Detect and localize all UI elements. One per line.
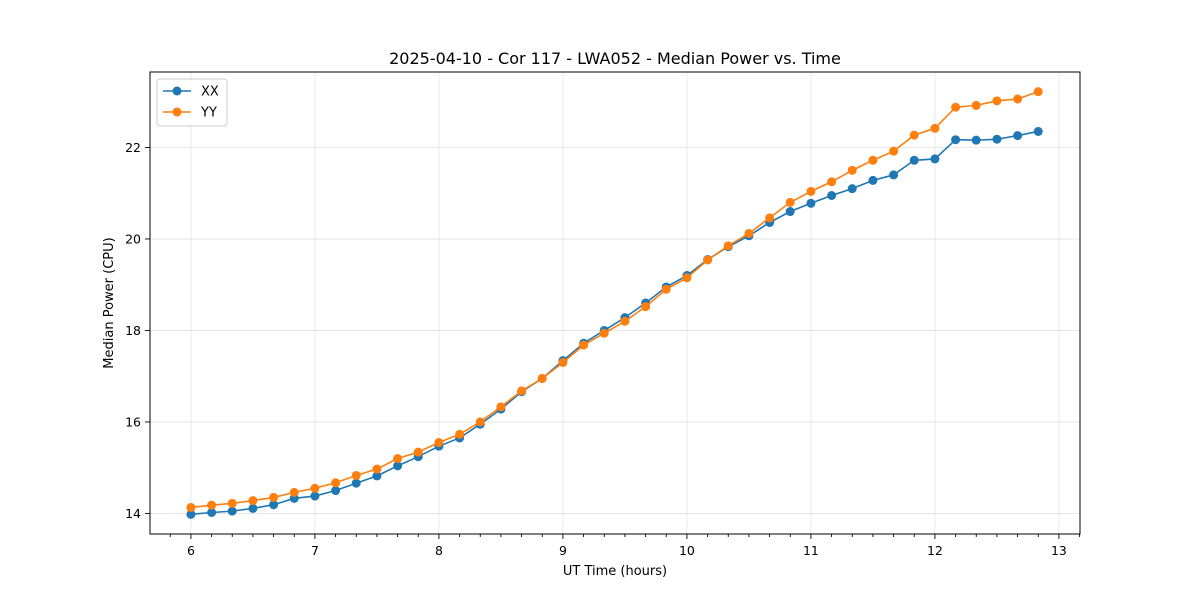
data-point-yy (930, 123, 940, 133)
data-point-yy (186, 502, 196, 512)
data-point-yy (558, 357, 568, 367)
data-point-xx (806, 198, 816, 208)
data-point-yy (413, 447, 423, 457)
data-point-yy (455, 429, 465, 439)
data-point-yy (682, 273, 692, 283)
data-point-xx (847, 184, 857, 194)
x-tick-label: 13 (1051, 543, 1067, 558)
data-point-yy (475, 417, 485, 427)
data-point-xx (1013, 131, 1023, 141)
data-point-yy (620, 316, 630, 326)
data-point-xx (930, 154, 940, 164)
data-point-yy (785, 197, 795, 207)
data-point-yy (227, 498, 237, 508)
axes-ticks: 6 7 8 9 10 11 12 13 14 16 18 20 22 (125, 140, 1081, 558)
data-point-yy (1033, 87, 1043, 97)
series-line-yy (190, 90, 1039, 509)
data-point-yy (351, 470, 361, 480)
grid (150, 72, 1080, 534)
series-layer (186, 87, 1043, 519)
x-tick-label: 6 (187, 543, 195, 558)
data-point-yy (847, 165, 857, 175)
data-point-yy (744, 228, 754, 238)
data-point-yy (703, 255, 713, 265)
data-point-yy (496, 402, 506, 412)
data-point-yy (951, 102, 961, 112)
data-point-xx (227, 506, 237, 516)
data-point-xx (1033, 126, 1043, 136)
y-tick-label: 20 (125, 231, 141, 246)
data-point-yy (909, 130, 919, 140)
data-point-xx (868, 175, 878, 185)
data-point-xx (951, 135, 961, 145)
data-point-xx (269, 500, 279, 510)
data-point-yy (393, 454, 403, 464)
legend-swatch-marker (172, 86, 182, 96)
data-point-xx (827, 191, 837, 201)
plot-frame (149, 71, 1081, 535)
data-point-yy (269, 492, 279, 502)
data-point-yy (765, 213, 775, 223)
x-tick-label: 12 (927, 543, 943, 558)
x-tick-label: 10 (679, 543, 695, 558)
data-point-yy (331, 478, 341, 488)
data-point-yy (641, 302, 651, 312)
legend-label: XX (201, 85, 219, 100)
data-point-xx (971, 135, 981, 145)
data-point-xx (393, 461, 403, 471)
data-point-yy (434, 438, 444, 448)
data-point-xx (992, 134, 1002, 144)
data-point-yy (579, 340, 589, 350)
x-tick-label: 9 (559, 543, 567, 558)
x-tick-label: 11 (803, 543, 819, 558)
series-line-xx (190, 130, 1039, 516)
legend-entry-xx: XX (163, 85, 219, 100)
data-point-yy (1013, 94, 1023, 104)
x-tick-label: 7 (311, 543, 319, 558)
legend-entry-yy: YY (163, 106, 217, 121)
data-point-yy (971, 100, 981, 110)
data-point-yy (537, 373, 547, 383)
x-tick-label: 8 (435, 543, 443, 558)
data-point-xx (372, 471, 382, 481)
data-point-xx (351, 478, 361, 488)
legend: XX YY (156, 78, 228, 127)
y-tick-label: 14 (125, 506, 141, 521)
data-point-yy (207, 500, 217, 510)
data-point-yy (289, 487, 299, 497)
x-axis-label: UT Time (hours) (563, 564, 667, 579)
data-point-yy (248, 496, 258, 506)
y-tick-label: 16 (125, 414, 141, 429)
data-point-yy (661, 284, 671, 294)
y-axis-label: Median Power (CPU) (102, 237, 117, 368)
legend-swatch-marker (172, 107, 182, 117)
data-point-yy (310, 483, 320, 493)
legend-label: YY (200, 106, 217, 121)
y-tick-label: 22 (125, 140, 141, 155)
data-point-yy (992, 96, 1002, 106)
y-tick-label: 18 (125, 323, 141, 338)
data-point-yy (372, 464, 382, 474)
data-point-yy (868, 155, 878, 165)
data-point-xx (248, 503, 258, 513)
data-point-xx (207, 508, 217, 518)
data-point-yy (599, 328, 609, 338)
data-point-xx (186, 509, 196, 519)
chart-title: 2025-04-10 - Cor 117 - LWA052 - Median P… (389, 49, 841, 68)
data-point-yy (827, 177, 837, 187)
data-point-yy (889, 146, 899, 156)
data-point-xx (889, 170, 899, 180)
data-point-xx (310, 491, 320, 501)
data-point-xx (785, 207, 795, 217)
data-point-yy (517, 386, 527, 396)
data-point-xx (331, 486, 341, 496)
data-point-yy (723, 241, 733, 251)
data-point-yy (806, 186, 816, 196)
data-point-xx (909, 155, 919, 165)
